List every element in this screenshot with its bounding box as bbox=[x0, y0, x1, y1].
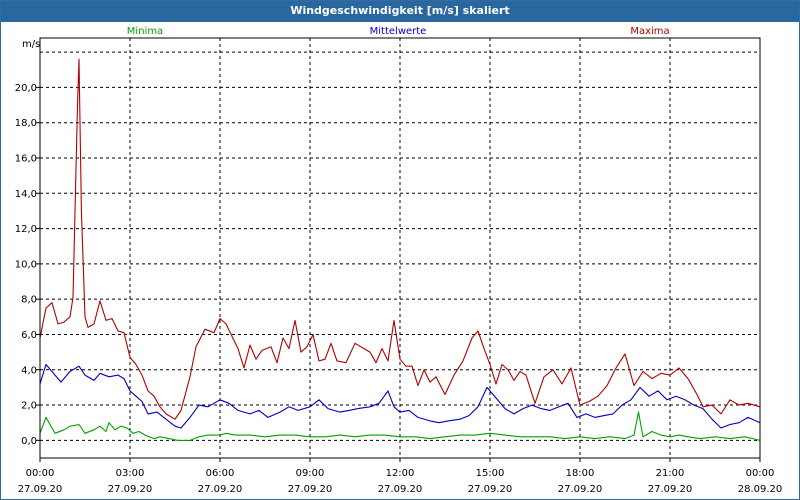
chart-title: Windgeschwindigkeit [m/s] skaliert bbox=[1, 1, 799, 22]
x-tick-date-label: 27.09.20 bbox=[198, 484, 243, 495]
legend-maxima: Maxima bbox=[630, 26, 669, 37]
y-tick-label: 8,0 bbox=[21, 295, 37, 306]
x-tick-time-label: 18:00 bbox=[566, 468, 595, 479]
axes: 0,0 2,0 4,0 6,0 8,0 10,0 12,0 14,0 16,0 18,0 20,0 0… bbox=[15, 39, 783, 495]
y-tick-label: 10,0 bbox=[15, 259, 37, 270]
legend-minima: Minima bbox=[127, 26, 163, 37]
y-tick-label: 16,0 bbox=[15, 154, 37, 165]
x-tick-time-label: 12:00 bbox=[386, 468, 415, 479]
x-tick-time-label: 00:00 bbox=[26, 468, 55, 479]
grid bbox=[40, 38, 760, 458]
y-tick-label: 6,0 bbox=[21, 330, 37, 341]
y-axis-label: m/s bbox=[22, 39, 40, 50]
x-tick-date-label: 27.09.20 bbox=[378, 484, 423, 495]
x-tick-date-label: 28.09.20 bbox=[738, 484, 783, 495]
x-tick-time-label: 21:00 bbox=[656, 468, 685, 479]
x-tick-time-label: 09:00 bbox=[296, 468, 325, 479]
y-tick-label: 4,0 bbox=[21, 365, 37, 376]
x-tick-time-label: 15:00 bbox=[476, 468, 505, 479]
x-tick-date-label: 27.09.20 bbox=[648, 484, 693, 495]
x-tick-date-label: 27.09.20 bbox=[18, 484, 63, 495]
y-tick-label: 0,0 bbox=[21, 436, 37, 447]
x-tick-time-label: 03:00 bbox=[116, 468, 145, 479]
x-tick-time-label: 00:00 bbox=[746, 468, 775, 479]
legend-mittelwerte: Mittelwerte bbox=[370, 26, 427, 37]
series-line-maxima bbox=[39, 58, 761, 420]
series-line-mittelwerte bbox=[39, 363, 761, 429]
y-tick-label: 14,0 bbox=[15, 189, 37, 200]
x-tick-date-label: 27.09.20 bbox=[468, 484, 513, 495]
y-tick-label: 12,0 bbox=[15, 224, 37, 235]
series-lines bbox=[39, 58, 761, 441]
y-tick-label: 2,0 bbox=[21, 401, 37, 412]
x-tick-date-label: 27.09.20 bbox=[558, 484, 603, 495]
legend: Minima Mittelwerte Maxima bbox=[127, 26, 670, 37]
y-tick-label: 18,0 bbox=[15, 118, 37, 129]
x-tick-time-label: 06:00 bbox=[206, 468, 235, 479]
x-tick-date-label: 27.09.20 bbox=[288, 484, 333, 495]
x-tick-date-label: 27.09.20 bbox=[108, 484, 153, 495]
series-line-minima bbox=[39, 411, 761, 441]
y-tick-label: 20,0 bbox=[15, 83, 37, 94]
